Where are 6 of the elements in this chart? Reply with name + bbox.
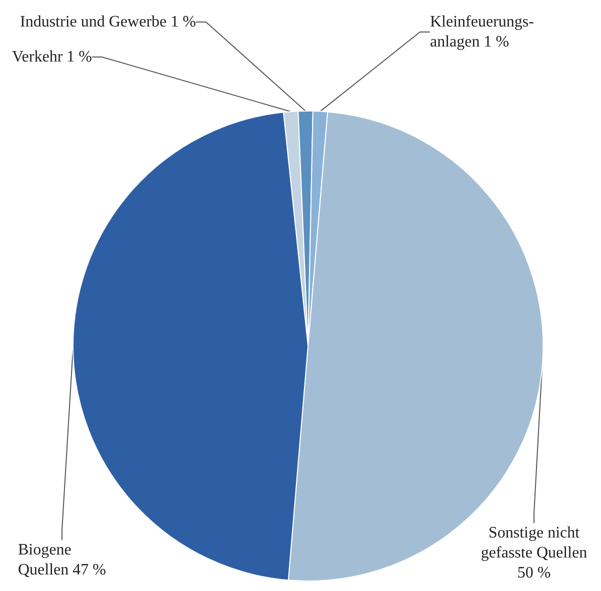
slice-label: Kleinfeuerungs- anlagen 1 % bbox=[430, 14, 534, 50]
slice-label: Verkehr 1 % bbox=[12, 48, 92, 66]
data-label: 50 % bbox=[517, 564, 551, 582]
slice-label: Industrie und Gewerbe 1 % bbox=[20, 14, 196, 30]
slice-label: Biogene Quellen 47 % bbox=[18, 542, 106, 578]
slice-label: Sonstige nicht gefasste Quellen bbox=[480, 524, 588, 562]
